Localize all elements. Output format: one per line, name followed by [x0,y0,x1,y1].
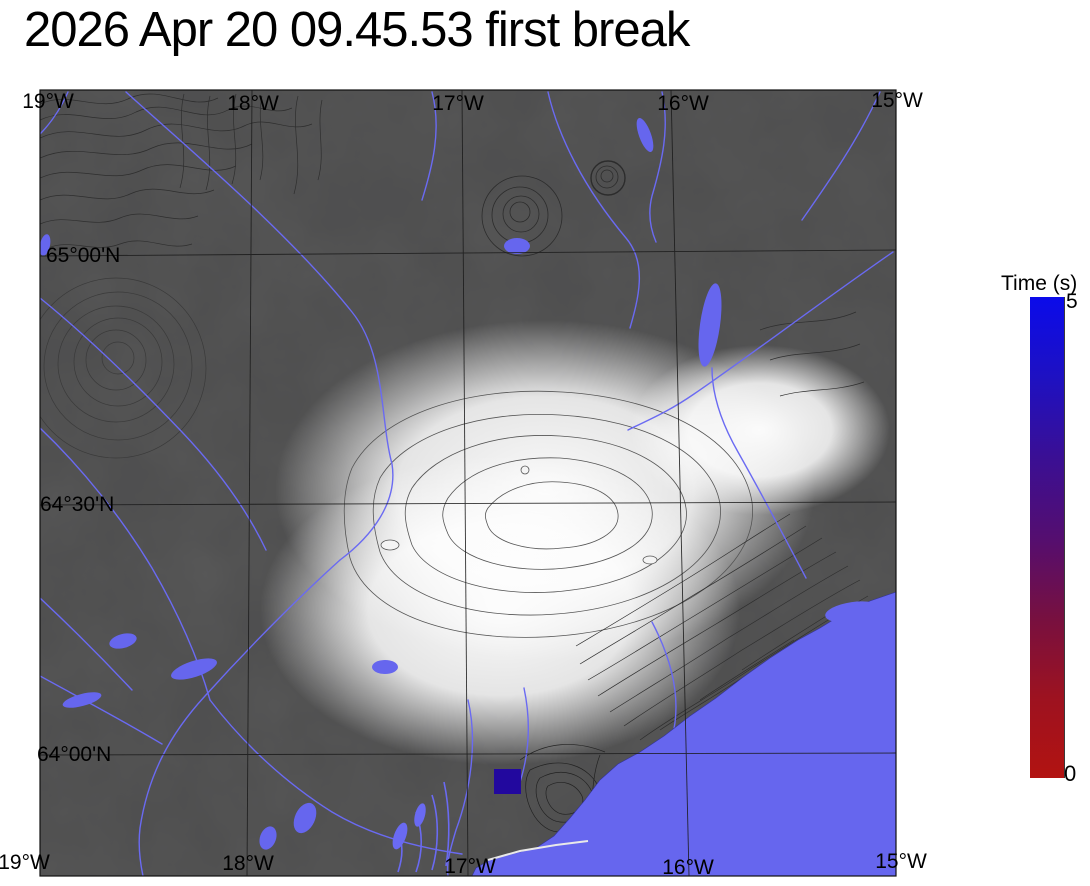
lat-label-64n: 64°00'N [37,743,112,766]
lon-label-bottom-19w: 19°W [0,851,50,874]
lakes [40,117,881,850]
barrier-spit [487,840,589,861]
colorbar-gradient [1030,297,1065,778]
map-frame [39,89,897,877]
ocean [471,591,896,876]
lon-label-bottom-17w: 17°W [444,855,496,878]
lon-label-top-18w: 18°W [227,92,279,115]
glacier-contours [343,390,753,638]
lon-label-bottom-16w: 16°W [662,856,714,879]
lon-label-top-17w: 17°W [432,92,484,115]
station-marker [494,769,521,794]
graticule [40,90,896,876]
lon-label-top-16w: 16°W [657,92,709,115]
colorbar-title: Time (s) [1001,272,1078,295]
lon-label-bottom-18w: 18°W [222,852,274,875]
se-coast-ridges [575,311,869,741]
west-hill-contours [40,277,207,459]
lat-label-65n: 65°00'N [46,244,121,267]
lon-label-bottom-15w: 15°W [875,850,927,873]
delta-braids [392,781,450,873]
figure-title: 2026 Apr 20 09.45.53 first break [24,3,690,57]
lon-label-top-19w: 19°W [22,90,74,113]
lon-label-top-15w: 15°W [871,89,923,112]
nw-ridges [40,93,323,249]
colorbar-tick-max: 5 [1066,290,1078,313]
colorbar-tick-min: 0 [1064,761,1077,786]
lat-label-6430n: 64°30'N [40,493,115,516]
